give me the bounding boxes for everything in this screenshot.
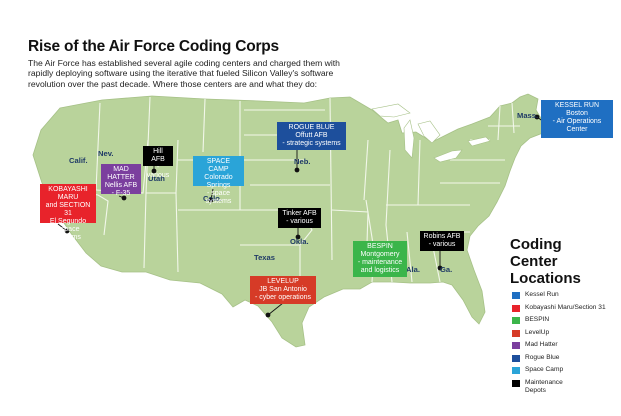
intro-paragraph: The Air Force has established several ag… xyxy=(28,58,340,89)
legend-swatch xyxy=(512,292,520,299)
kobayashi-maru-callout: KOBAYASHI MARU and SECTION 31 El Segundo… xyxy=(40,184,96,241)
kobayashi-maru-location: El Segundo xyxy=(49,218,87,225)
rogue-blue-name: ROGUE BLUE xyxy=(288,124,335,131)
state-label-mass: Mass. xyxy=(517,111,539,120)
levelup-callout: LEVELUP JB San Antonio - cyber operation… xyxy=(250,276,316,304)
legend-item-rogue-blue: Rogue Blue xyxy=(512,354,617,362)
kessel-run-callout: KESSEL RUN Boston - Air Operations Cente… xyxy=(541,100,613,138)
legend-label: LevelUp xyxy=(525,328,550,336)
tinker-afb-name: Tinker AFB xyxy=(282,210,317,217)
hill-afb-mission: - various xyxy=(146,164,170,179)
robins-afb-name: Robins AFB xyxy=(423,233,461,240)
legend-item-mad-hatter: Mad Hatter xyxy=(512,341,617,349)
legend-label: Kessel Run xyxy=(525,291,559,298)
robins-afb-mission: - various xyxy=(428,241,456,248)
legend-item-kessel-run: Kessel Run xyxy=(512,291,617,299)
tinker-afb-mission: - various xyxy=(286,218,313,225)
space-camp-name: SPACE CAMP xyxy=(206,158,231,173)
mad-hatter-callout: MAD HATTER Nellis AFB - F-35 xyxy=(101,164,141,197)
mad-hatter-location: Nellis AFB xyxy=(104,182,138,189)
legend-swatch xyxy=(512,304,520,312)
legend-swatch xyxy=(512,329,520,337)
levelup-location: JB San Antonio xyxy=(259,286,307,293)
legend-item-space-camp: Space Camp xyxy=(512,366,617,374)
legend-label: Maintenance Depots xyxy=(525,378,563,394)
levelup-mission: - cyber operations xyxy=(254,294,312,301)
mad-hatter-name: MAD HATTER xyxy=(107,166,135,181)
legend-label: Mad Hatter xyxy=(525,341,558,348)
bespin-mission-cont: and logistics xyxy=(360,267,400,274)
space-camp-callout: SPACE CAMP Colorado Springs - space syst… xyxy=(193,156,244,205)
page-title: Rise of the Air Force Coding Corps xyxy=(28,38,279,55)
legend-swatch xyxy=(512,379,520,387)
legend-label: BESPIN xyxy=(525,316,550,323)
legend-label: Rogue Blue xyxy=(525,353,560,361)
legend-title-line-3: Locations xyxy=(510,270,581,287)
space-camp-location: Colorado Springs xyxy=(204,174,233,189)
state-label-neb: Neb. xyxy=(294,157,311,166)
location-dots xyxy=(64,114,540,318)
great-lakes xyxy=(371,103,491,163)
legend-swatch xyxy=(512,317,520,324)
bespin-location: Montgomery xyxy=(360,251,400,258)
legend-title-line-1: Coding xyxy=(510,236,562,253)
legend-swatch xyxy=(512,354,520,362)
legend-item-maintenance-depots: Maintenance Depots xyxy=(512,379,617,395)
legend-swatch xyxy=(512,367,520,374)
mad-hatter-mission: - F-35 xyxy=(111,190,131,197)
legend-title-line-2: Center xyxy=(510,253,558,270)
kessel-run-mission: - Air Operations xyxy=(552,118,602,125)
rogue-blue-callout: ROGUE BLUE Offutt AFB - strategic system… xyxy=(277,122,346,150)
state-label-colo: Colo. xyxy=(203,194,222,203)
kobayashi-maru-name: KOBAYASHI MARU xyxy=(48,186,88,201)
hill-afb-callout: Hill AFB - various xyxy=(143,146,173,179)
robins-afb-callout: Robins AFB - various xyxy=(420,231,464,251)
legend-label: Kobayashi Maru/Section 31 xyxy=(525,303,606,311)
state-label-ala: Ala. xyxy=(406,265,420,274)
bespin-mission: - maintenance xyxy=(357,259,403,266)
state-label-texas: Texas xyxy=(254,253,275,262)
hill-afb-name: Hill AFB xyxy=(151,148,165,163)
state-label-utah: Utah xyxy=(148,174,165,183)
legend-item-kobayashi-maru: Kobayashi Maru/Section 31 xyxy=(512,304,617,312)
space-camp-mission: - space systems xyxy=(205,190,232,205)
state-label-calif: Calif. xyxy=(69,156,88,165)
rogue-blue-location: Offutt AFB xyxy=(295,132,328,139)
rogue-blue-mission: - strategic systems xyxy=(282,140,341,147)
kessel-run-mission-cont: Center xyxy=(566,126,588,133)
kessel-run-name: KESSEL RUN xyxy=(554,102,600,109)
legend-swatch xyxy=(512,342,520,349)
legend-label: Space Camp xyxy=(525,366,564,373)
levelup-name: LEVELUP xyxy=(267,278,299,285)
state-label-ga: Ga. xyxy=(440,265,453,274)
state-label-nev: Nev. xyxy=(98,149,114,158)
kessel-run-location: Boston xyxy=(566,110,588,117)
state-label-okla: Okla. xyxy=(290,237,309,246)
kobayashi-maru-mission: - space systems xyxy=(55,226,81,241)
bespin-name: BESPIN xyxy=(367,243,393,250)
legend: Kessel Run Kobayashi Maru/Section 31 BES… xyxy=(512,291,617,399)
bespin-callout: BESPIN Montgomery - maintenance and logi… xyxy=(353,241,407,277)
legend-item-bespin: BESPIN xyxy=(512,316,617,324)
tinker-afb-callout: Tinker AFB - various xyxy=(278,208,321,228)
kobayashi-maru-name-cont: and SECTION 31 xyxy=(45,202,91,217)
legend-item-levelup: LevelUp xyxy=(512,329,617,337)
legend-title: Coding Center Locations xyxy=(510,236,581,287)
